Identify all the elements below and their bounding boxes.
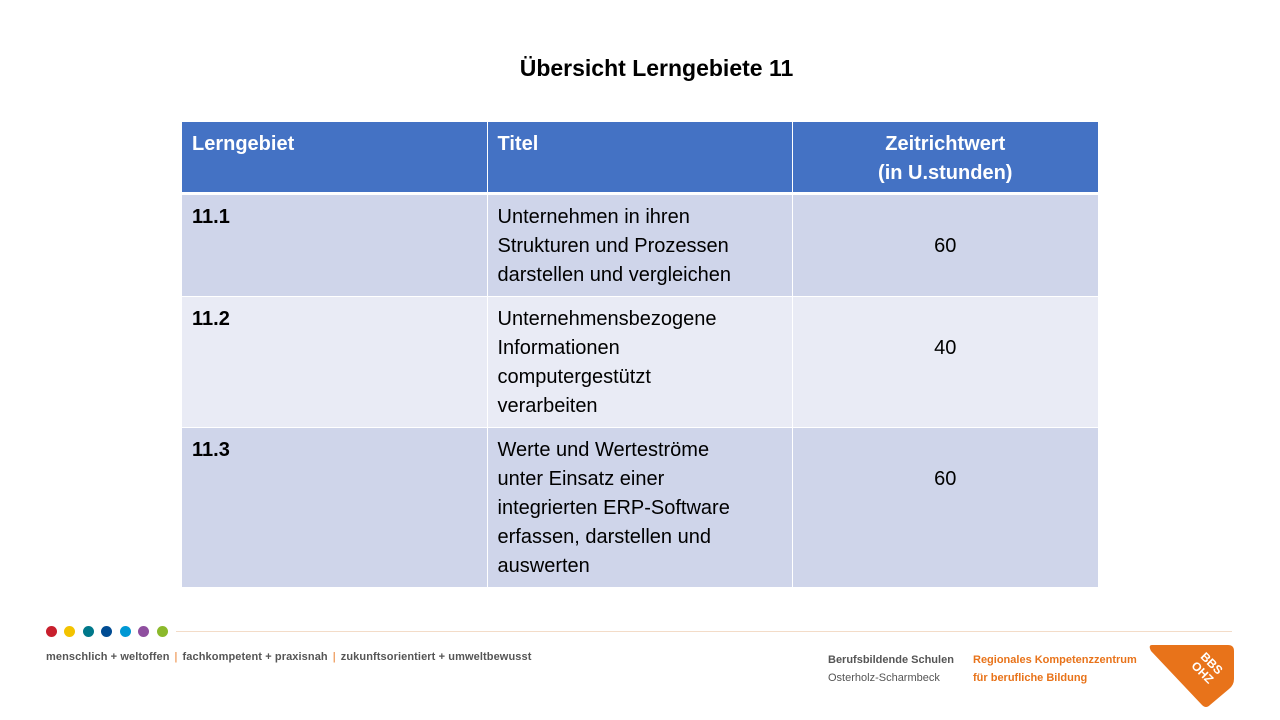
header-zeitrichtwert-line1: Zeitrichtwert: [885, 133, 1006, 155]
school-name: Berufsbildende Schulen Osterholz-Scharmb…: [828, 651, 954, 687]
table-row: 11.1 Unternehmen in ihren Strukturen und…: [182, 193, 1098, 297]
title-line: Unternehmensbezogene: [497, 308, 717, 330]
dot-teal-icon: [83, 626, 94, 637]
title-line: verarbeiten: [497, 395, 598, 417]
slogan-separator: |: [332, 651, 336, 663]
dot-red-icon: [46, 626, 57, 637]
title-line: erfassen, darstellen und: [497, 526, 711, 548]
table-row: 11.3 Werte und Werteströme unter Einsatz…: [182, 427, 1098, 588]
dot-yellow-icon: [64, 626, 75, 637]
table-row: 11.2 Unternehmensbezogene Informationen …: [182, 296, 1098, 428]
title-line: darstellen und vergleichen: [497, 264, 732, 286]
lerngebiete-table: Lerngebiet Titel Zeitrichtwert (in U.stu…: [182, 122, 1098, 588]
title-line: integrierten ERP-Software: [497, 497, 730, 519]
center-line1: Regionales Kompetenzzentrum: [973, 654, 1137, 666]
slogan-part2: fachkompetent + praxisnah: [182, 651, 328, 663]
title-line: auswerten: [497, 555, 590, 577]
title-line: Unternehmen in ihren: [497, 206, 690, 228]
dot-navy-icon: [101, 626, 112, 637]
logo-shape: [1149, 645, 1234, 707]
slogan-part1: menschlich + weltoffen: [46, 651, 170, 663]
school-line2: Osterholz-Scharmbeck: [828, 672, 940, 684]
footer-divider: [176, 631, 1232, 632]
row-id: 11.2: [182, 296, 488, 428]
header-lerngebiet: Lerngebiet: [182, 122, 488, 195]
center-line2: für berufliche Bildung: [973, 672, 1088, 684]
title-line: unter Einsatz einer: [497, 468, 665, 490]
row-title: Werte und Werteströme unter Einsatz eine…: [487, 427, 793, 588]
header-zeitrichtwert-line2: (in U.stunden): [878, 162, 1013, 184]
slide-title: Übersicht Lerngebiete 11: [519, 55, 794, 81]
row-hours: 40: [792, 296, 1098, 428]
title-line: Strukturen und Prozessen: [497, 235, 729, 257]
row-hours: 60: [792, 427, 1098, 588]
header-titel: Titel: [487, 122, 793, 195]
bbs-ohz-logo: BBS OHZ: [1148, 643, 1236, 714]
bbs-logo-icon: BBS OHZ: [1149, 645, 1234, 707]
dot-green-icon: [157, 626, 168, 637]
dot-purple-icon: [138, 626, 149, 637]
slogan-separator: |: [174, 651, 178, 663]
title-line: Werte und Werteströme: [497, 439, 710, 461]
row-hours: 60: [792, 193, 1098, 297]
header-zeitrichtwert: Zeitrichtwert (in U.stunden): [792, 122, 1098, 195]
title-line: computergestützt: [497, 366, 651, 388]
dot-blue-icon: [120, 626, 131, 637]
slogan-part3: zukunftsorientiert + umweltbewusst: [340, 651, 532, 663]
table-header-row: Lerngebiet Titel Zeitrichtwert (in U.stu…: [182, 122, 1098, 195]
row-id: 11.1: [182, 193, 488, 297]
title-line: Informationen: [497, 337, 620, 359]
competence-center: Regionales Kompetenzzentrum für beruflic…: [973, 651, 1137, 687]
school-line1: Berufsbildende Schulen: [828, 654, 954, 666]
row-title: Unternehmensbezogene Informationen compu…: [487, 296, 793, 428]
row-title: Unternehmen in ihren Strukturen und Proz…: [487, 193, 793, 297]
footer-slogan: menschlich + weltoffen | fachkompetent + p…: [46, 651, 531, 663]
row-id: 11.3: [182, 427, 488, 588]
